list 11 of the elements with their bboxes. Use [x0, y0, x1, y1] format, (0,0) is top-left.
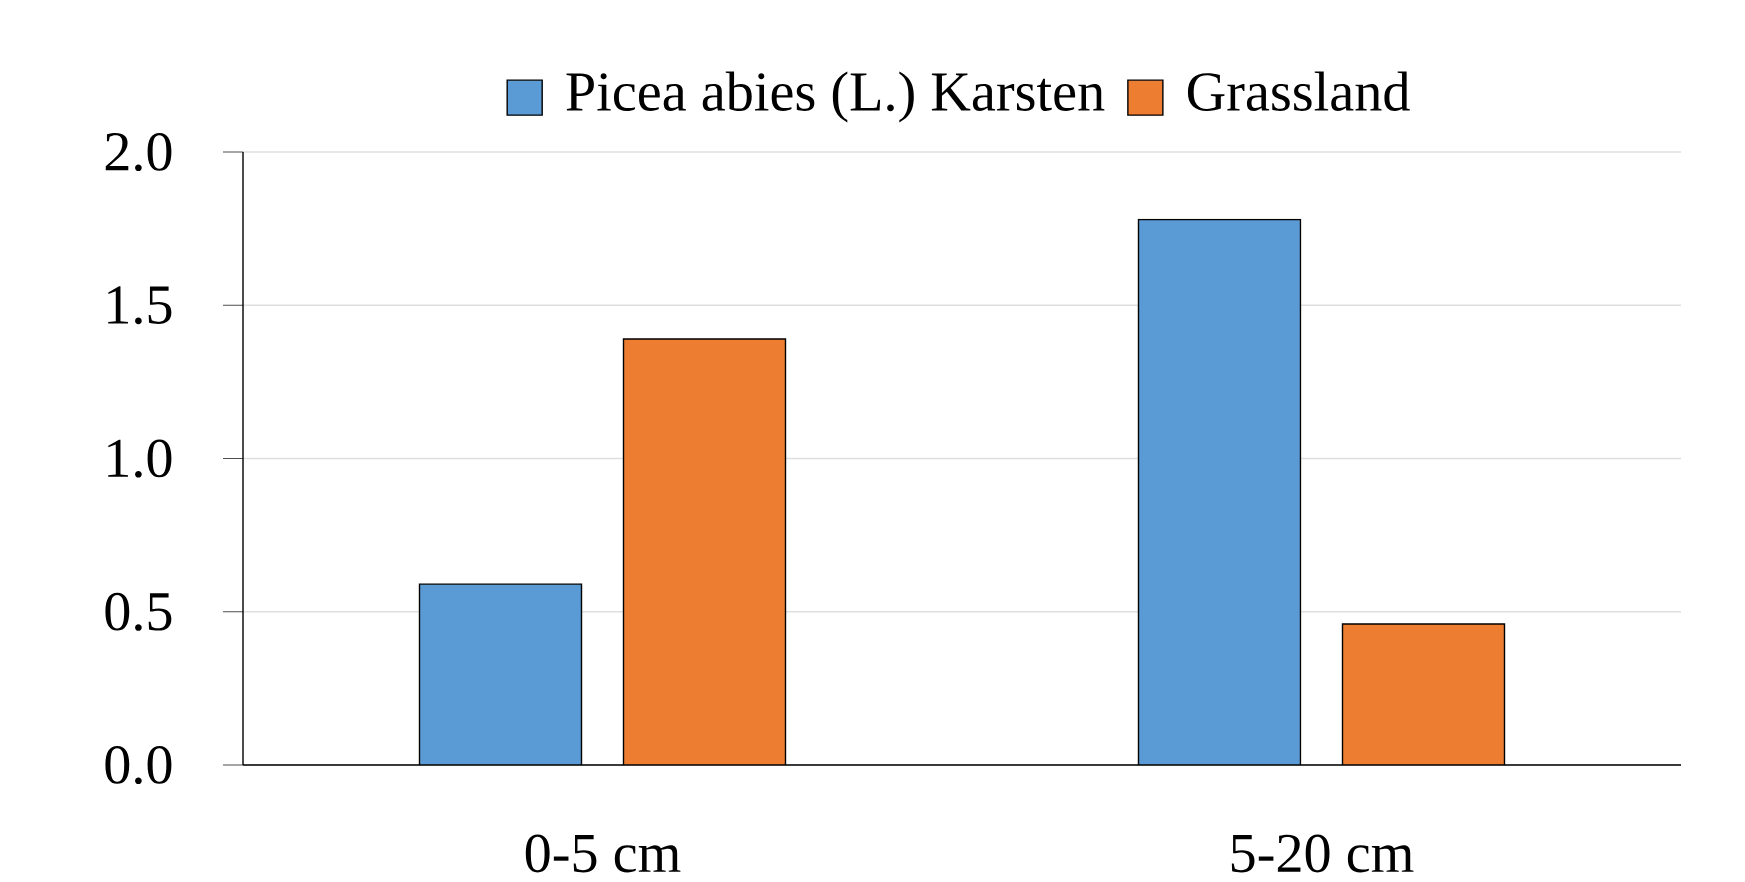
legend-label: Picea abies (L.) Karsten — [566, 71, 1105, 123]
y-tick-label: 1.0 — [108, 439, 172, 478]
y-tick-label: 2.0 — [105, 132, 172, 172]
y-tick-label: 0.0 — [105, 745, 172, 785]
y-tick-label: 0.5 — [105, 592, 172, 631]
bar — [623, 338, 786, 765]
bar — [1341, 623, 1506, 765]
x-tick-label: 5-20 cm — [1231, 834, 1414, 873]
legend-label: Grassland — [1187, 71, 1410, 111]
y-tick-label: 1.5 — [108, 286, 172, 325]
x-tick-label: 0-5 cm — [525, 834, 681, 873]
